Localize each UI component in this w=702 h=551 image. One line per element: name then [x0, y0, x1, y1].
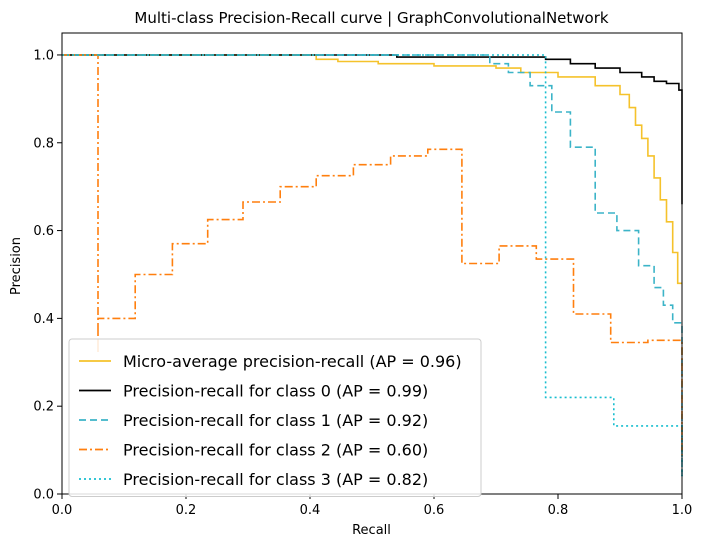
legend-box — [68, 338, 482, 497]
legend-label: Precision-recall for class 0 (AP = 0.99) — [123, 382, 428, 401]
y-tick-label: 0.4 — [33, 312, 54, 327]
x-tick-label: 0.8 — [548, 503, 569, 518]
chart-title: Multi-class Precision-Recall curve | Gra… — [134, 9, 608, 27]
x-axis-label: Recall — [352, 523, 391, 538]
legend-label: Precision-recall for class 3 (AP = 0.82) — [123, 470, 428, 489]
series-line-3 — [62, 54, 683, 459]
y-tick-label: 0.2 — [33, 400, 54, 415]
series-line-0 — [62, 54, 682, 285]
series-line-2 — [62, 54, 683, 477]
y-tick-label: 0.6 — [33, 224, 54, 239]
legend-label: Precision-recall for class 2 (AP = 0.60) — [123, 441, 428, 460]
x-tick-label: 1.0 — [672, 503, 693, 518]
y-axis-label: Precision — [9, 237, 24, 295]
legend-label: Precision-recall for class 1 (AP = 0.92) — [123, 411, 428, 430]
y-tick-label: 0.8 — [33, 136, 54, 151]
legend-label: Micro-average precision-recall (AP = 0.9… — [123, 352, 462, 371]
axis-ticks: 0.0 0.2 0.4 0.6 0.8 1.0 0.0 0.2 0.4 0.6 0.8 1.0 — [33, 48, 692, 518]
legend: Micro-average precision-recall (AP = 0.9… — [68, 338, 482, 497]
x-tick-label: 0.6 — [424, 503, 445, 518]
x-tick-label: 0.4 — [300, 503, 321, 518]
y-tick-label: 0.0 — [33, 488, 54, 503]
x-tick-label: 0.0 — [52, 503, 73, 518]
x-tick-label: 0.2 — [176, 503, 197, 518]
y-tick-label: 1.0 — [33, 48, 54, 63]
